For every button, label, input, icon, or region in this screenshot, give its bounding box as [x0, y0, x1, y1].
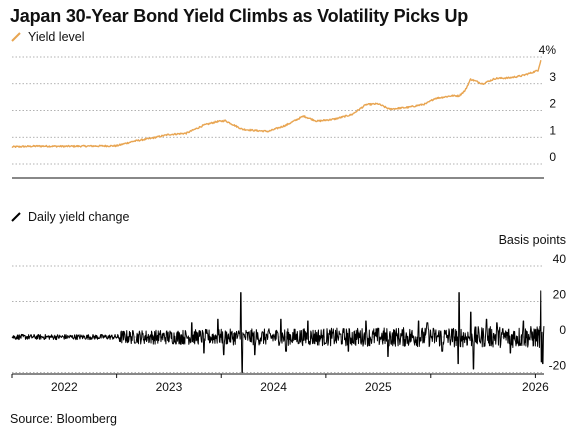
daily-change-panel: 40 20 0 -20 2022 2023 2024 2025 2026 [11, 252, 567, 394]
x-tick-label: 2026 [522, 380, 549, 394]
bottom-y-tick-label: 20 [553, 288, 567, 302]
top-y-tick-label: 1 [549, 123, 556, 137]
top-y-tick-label: 3 [549, 70, 556, 84]
orange-line-swatch-icon [11, 32, 21, 42]
x-tick-label: 2022 [51, 380, 78, 394]
x-tick-label: 2025 [365, 380, 392, 394]
y-axis-unit-label: Basis points [498, 233, 566, 247]
legend-label-daily-change: Daily yield change [28, 210, 130, 224]
black-line-swatch-icon [11, 212, 21, 222]
yield-level-line [11, 60, 542, 148]
yield-level-panel: 4% 3 2 1 0 [11, 43, 557, 179]
legend-label-yield: Yield level [28, 30, 85, 44]
x-tick-label: 2024 [260, 380, 287, 394]
bottom-y-tick-label: 40 [553, 252, 567, 266]
source-note: Source: Bloomberg [10, 412, 118, 426]
top-y-tick-label: 0 [549, 150, 556, 164]
daily-change-line [11, 290, 545, 373]
chart-title: Japan 30-Year Bond Yield Climbs as Volat… [10, 6, 469, 26]
bottom-y-tick-label: 0 [559, 323, 566, 337]
top-y-tick-label: 4% [539, 43, 557, 57]
legend-yield-level: Yield level [10, 30, 85, 44]
bottom-y-tick-label: -20 [549, 359, 567, 373]
top-y-tick-label: 2 [549, 97, 556, 111]
legend-daily-change: Daily yield change [10, 210, 129, 224]
x-tick-label: 2023 [156, 380, 183, 394]
